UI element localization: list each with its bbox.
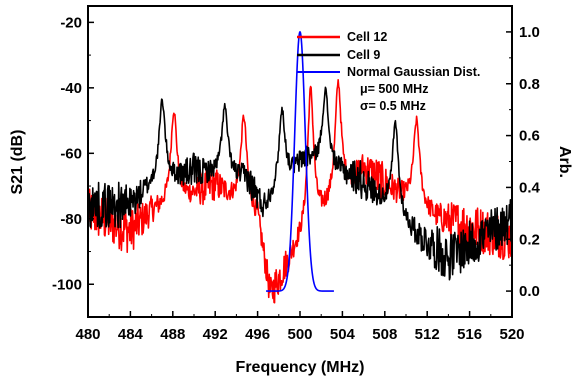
x-tick-label: 484 [118, 326, 144, 343]
series-cell-9 [88, 86, 512, 281]
x-tick-label: 488 [160, 326, 185, 343]
y-tick-label: -100 [52, 276, 82, 293]
x-tick-label: 512 [415, 326, 440, 343]
series-cell-12 [88, 78, 512, 304]
x-tick-label: 480 [75, 326, 100, 343]
y2-tick-label: 0.0 [519, 283, 540, 300]
ticks-layer: 480 484 488 492 496 500 504 508 512 516 520 -20 -40 -… [52, 14, 541, 343]
y2-tick-label: 1.0 [519, 24, 540, 41]
y-axis-title: S21 (dB) [9, 130, 26, 195]
y2-tick-label: 0.8 [519, 76, 540, 93]
annotation-sigma: σ= 0.5 MHz [360, 99, 426, 113]
y-tick-label: -80 [60, 211, 82, 228]
series-layer [88, 30, 512, 304]
x-tick-label: 516 [457, 326, 482, 343]
x-tick-label: 504 [330, 326, 356, 343]
x-tick-label: 508 [372, 326, 397, 343]
legend: Cell 12 Cell 9 Normal Gaussian Dist. μ= … [297, 30, 480, 113]
y-tick-label: -60 [60, 145, 82, 162]
y2-tick-label: 0.4 [519, 179, 541, 196]
x-tick-label: 492 [203, 326, 228, 343]
legend-label-cell-9: Cell 9 [347, 48, 380, 62]
y2-tick-label: 0.2 [519, 231, 540, 248]
plot-frame [87, 5, 513, 318]
y2-axis-title: Arb. [556, 146, 573, 178]
x-tick-label: 500 [287, 326, 312, 343]
legend-label-gaussian: Normal Gaussian Dist. [347, 65, 480, 79]
annotation-mu: μ= 500 MHz [360, 82, 428, 96]
x-tick-label: 520 [499, 326, 524, 343]
series-gaussian [266, 30, 334, 292]
x-axis-title: Frequency (MHz) [236, 359, 365, 376]
x-tick-label: 496 [245, 326, 270, 343]
y2-tick-label: 0.6 [519, 128, 540, 145]
legend-label-cell-12: Cell 12 [347, 30, 387, 44]
y-tick-label: -20 [60, 14, 82, 31]
y-tick-label: -40 [60, 80, 82, 97]
